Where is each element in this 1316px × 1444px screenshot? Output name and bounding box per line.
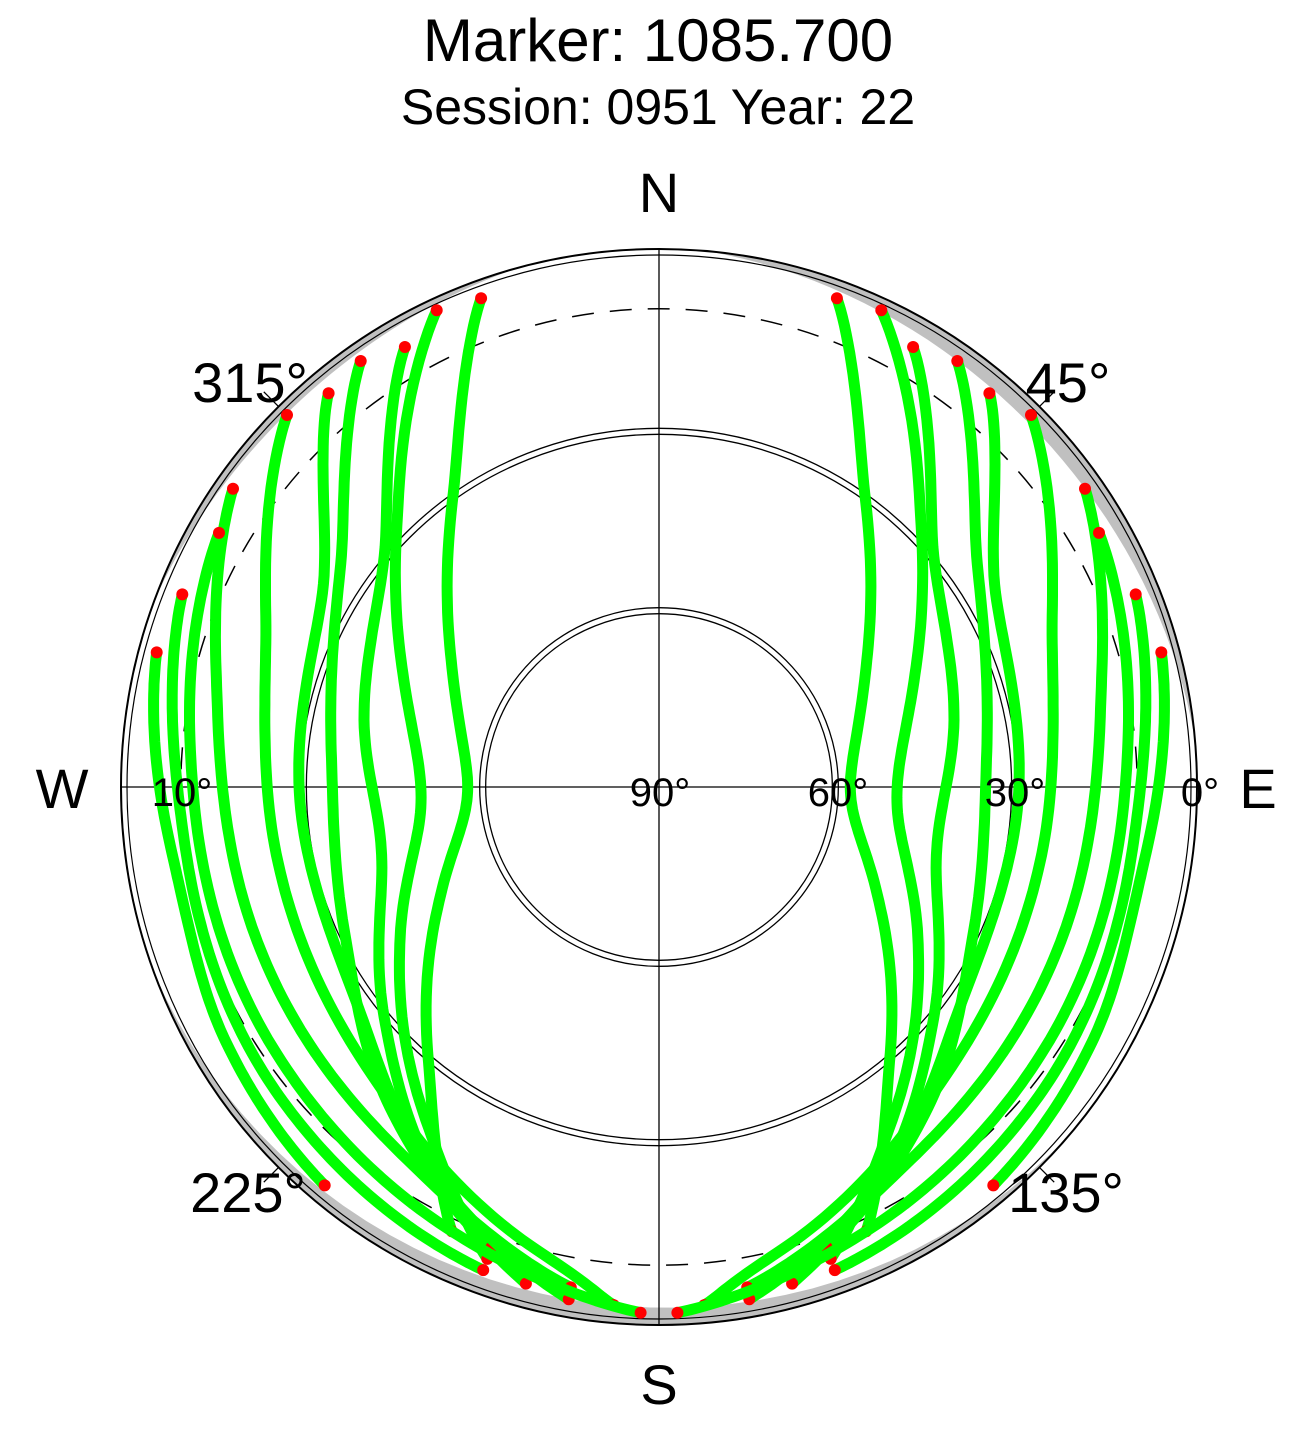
compass-east: E xyxy=(1239,757,1276,820)
track-start-point xyxy=(213,526,225,539)
azimuth-tick-45 xyxy=(1038,391,1055,408)
azimuth-label-225: 225° xyxy=(190,1161,306,1224)
track-start-point xyxy=(1093,526,1105,539)
track-start-point xyxy=(1025,409,1037,421)
track-line xyxy=(209,483,577,1293)
track-start-point xyxy=(176,588,189,601)
obstruction-northeast xyxy=(705,251,1195,741)
track-end-point xyxy=(671,1306,684,1319)
elevation-label-90: 90° xyxy=(630,771,691,815)
compass-north: N xyxy=(639,161,679,224)
compass-south: S xyxy=(640,1353,677,1416)
track-start-point xyxy=(983,387,996,400)
obstruction-mask xyxy=(153,251,1195,1325)
track-line xyxy=(825,304,929,1265)
track-start-point xyxy=(281,409,293,421)
track-start-point xyxy=(354,355,367,367)
obstruction-south xyxy=(153,971,1072,1325)
track-line xyxy=(148,646,331,1191)
azimuth-tick-225 xyxy=(263,1166,280,1183)
track-line xyxy=(829,588,1152,1276)
track-end-point xyxy=(828,1264,841,1277)
track-line xyxy=(987,646,1170,1191)
axis-labels: N S W E 45° 135° 225° 315° 0° 30° 60° 90° 10° xyxy=(36,161,1277,1416)
track-start-point xyxy=(1155,646,1168,659)
track-start-point xyxy=(475,292,488,305)
track-start-point xyxy=(322,387,335,400)
azimuth-label-135: 135° xyxy=(1008,1161,1124,1224)
elevation-label-0: 0° xyxy=(1181,771,1219,815)
track-line xyxy=(166,588,489,1276)
track-start-point xyxy=(951,355,964,367)
track-line xyxy=(671,527,1134,1319)
satellite-track-1 xyxy=(830,292,898,1238)
track-start-point xyxy=(398,341,411,353)
track-end-point xyxy=(987,1179,1000,1192)
satellite-track-18 xyxy=(184,526,647,1319)
satellite-track-9 xyxy=(828,588,1152,1277)
track-line xyxy=(420,292,487,1237)
track-start-point xyxy=(875,304,888,317)
azimuth-tick-135 xyxy=(1038,1166,1055,1183)
track-start-point xyxy=(227,482,239,495)
track-end-point xyxy=(786,1277,799,1290)
track-line xyxy=(389,304,493,1265)
satellite-tracks xyxy=(148,292,1170,1319)
track-end-point xyxy=(519,1277,532,1290)
track-start-point xyxy=(1129,588,1142,601)
track-end-point xyxy=(634,1306,647,1319)
track-line xyxy=(831,292,898,1237)
track-line xyxy=(184,527,647,1319)
satellite-track-8 xyxy=(671,526,1134,1319)
track-line xyxy=(698,409,1059,1311)
azimuth-label-45: 45° xyxy=(1026,351,1111,414)
track-line xyxy=(259,409,620,1311)
track-start-point xyxy=(907,341,920,353)
track-end-point xyxy=(477,1264,490,1277)
satellite-track-10 xyxy=(987,646,1170,1192)
track-start-point xyxy=(830,292,843,305)
azimuth-label-315: 315° xyxy=(192,351,308,414)
satellite-track-20 xyxy=(148,646,331,1192)
chart-title: Marker: 1085.700 xyxy=(422,7,894,74)
compass-west: W xyxy=(36,757,89,820)
satellite-track-11 xyxy=(420,292,488,1238)
track-end-point xyxy=(318,1179,331,1192)
track-line xyxy=(741,483,1109,1293)
track-start-point xyxy=(150,646,163,659)
elevation-label-30: 30° xyxy=(985,771,1046,815)
track-start-point xyxy=(1079,482,1091,495)
azimuth-tick-315 xyxy=(263,391,280,408)
chart-subtitle: Session: 0951 Year: 22 xyxy=(400,79,916,135)
elevation-label-10: 10° xyxy=(152,771,213,815)
satellite-track-19 xyxy=(166,588,490,1277)
track-start-point xyxy=(430,304,443,317)
elevation-label-60: 60° xyxy=(808,771,869,815)
